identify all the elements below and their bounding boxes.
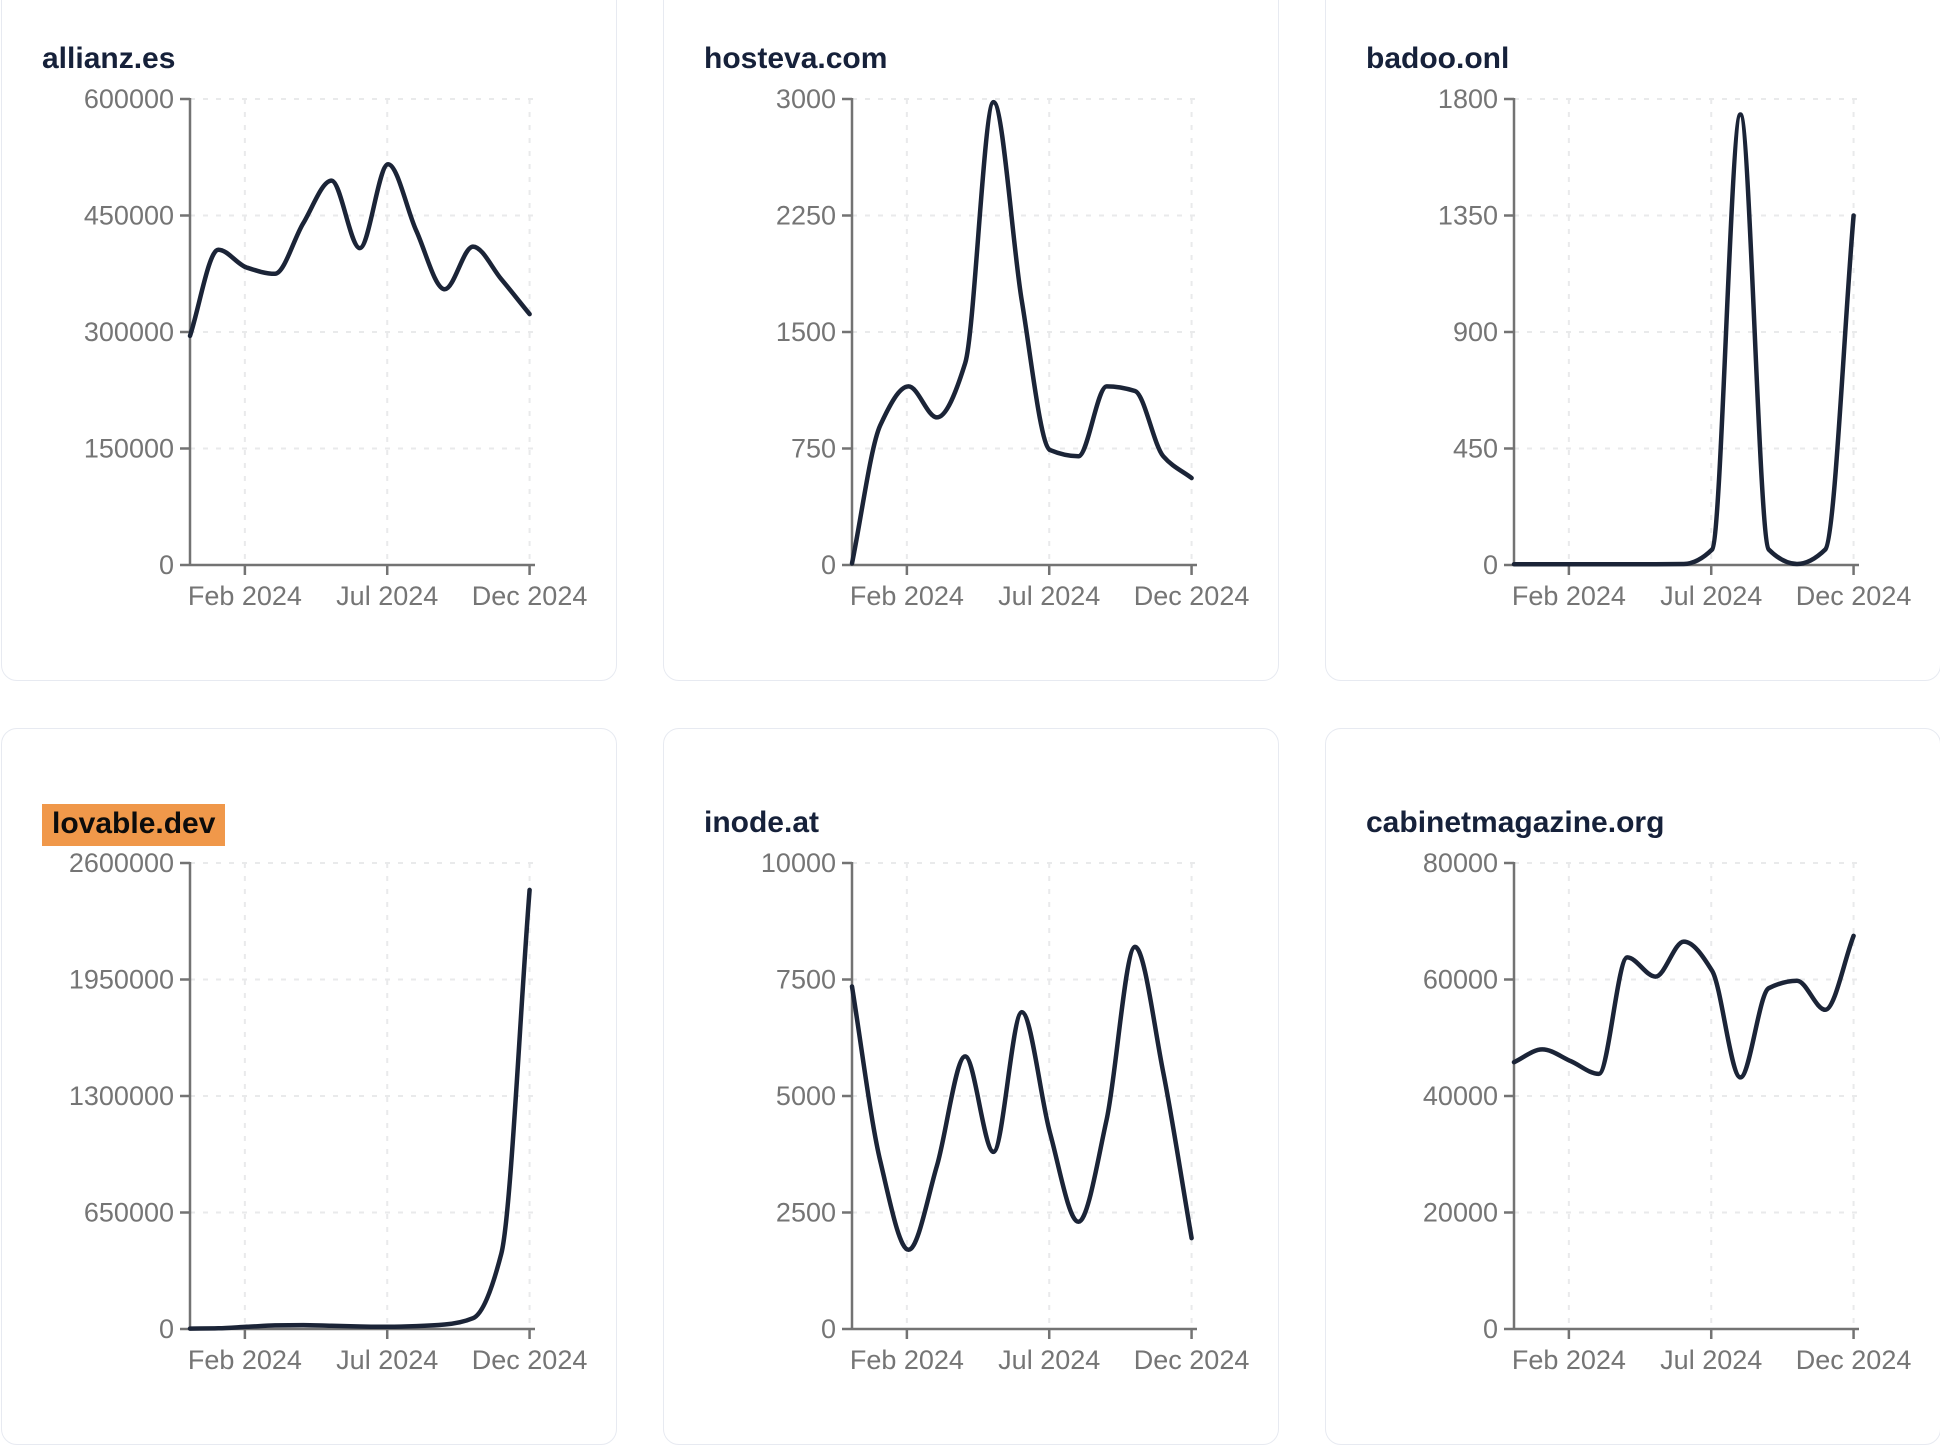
chart-card-lovable-dev[interactable]: lovable.dev 0 650000 1300000 1950000 2600000… <box>1 728 617 1445</box>
traffic-line-chart: 0 2500 5000 7500 10000 Feb 2024 Jul 2024 Dec 20… <box>761 848 1250 1375</box>
svg-text:Feb 2024: Feb 2024 <box>1512 1345 1626 1375</box>
svg-text:1300000: 1300000 <box>69 1081 174 1111</box>
svg-text:0: 0 <box>159 1314 174 1344</box>
svg-text:Jul 2024: Jul 2024 <box>1660 1345 1762 1375</box>
chart-title: inode.at <box>704 804 819 842</box>
svg-text:Jul 2024: Jul 2024 <box>1660 581 1762 611</box>
chart-card-allianz-es[interactable]: allianz.es 0 150000 300000 450000 600000 Feb … <box>1 0 617 681</box>
chart-title: cabinetmagazine.org <box>1366 804 1664 842</box>
svg-text:0: 0 <box>821 1314 836 1344</box>
svg-text:7500: 7500 <box>776 965 836 995</box>
traffic-line-chart: 0 750 1500 2250 3000 Feb 2024 Jul 2024 Dec 2024 <box>776 84 1250 611</box>
svg-text:1950000: 1950000 <box>69 965 174 995</box>
svg-text:300000: 300000 <box>84 317 174 347</box>
svg-text:450000: 450000 <box>84 201 174 231</box>
chart-card-inode-at[interactable]: inode.at 0 2500 5000 7500 10000 Feb 2024 Jul 2… <box>663 728 1279 1445</box>
svg-text:Feb 2024: Feb 2024 <box>188 1345 302 1375</box>
svg-text:Jul 2024: Jul 2024 <box>336 581 438 611</box>
svg-text:Dec 2024: Dec 2024 <box>1796 581 1912 611</box>
svg-text:750: 750 <box>791 434 836 464</box>
domain-name-label: cabinetmagazine.org <box>1366 805 1665 839</box>
svg-text:0: 0 <box>821 550 836 580</box>
traffic-line-chart: 0 150000 300000 450000 600000 Feb 2024 Jul 202… <box>84 84 588 611</box>
svg-text:900: 900 <box>1453 317 1498 347</box>
svg-text:0: 0 <box>1483 550 1498 580</box>
svg-text:Feb 2024: Feb 2024 <box>1512 581 1626 611</box>
svg-text:40000: 40000 <box>1423 1081 1498 1111</box>
svg-text:10000: 10000 <box>761 848 836 878</box>
svg-text:80000: 80000 <box>1423 848 1498 878</box>
chart-title: hosteva.com <box>704 40 887 78</box>
traffic-line-chart: 0 20000 40000 60000 80000 Feb 2024 Jul 2024 Dec… <box>1423 848 1912 1375</box>
domain-name-label: hosteva.com <box>704 41 888 75</box>
svg-text:Feb 2024: Feb 2024 <box>850 1345 964 1375</box>
svg-text:60000: 60000 <box>1423 965 1498 995</box>
svg-text:Dec 2024: Dec 2024 <box>1134 581 1250 611</box>
domain-name-label: allianz.es <box>42 41 176 75</box>
domain-name-label-highlighted: lovable.dev <box>42 803 226 846</box>
svg-text:Jul 2024: Jul 2024 <box>998 1345 1100 1375</box>
svg-text:20000: 20000 <box>1423 1198 1498 1228</box>
chart-title: lovable.dev <box>42 803 226 846</box>
svg-text:150000: 150000 <box>84 434 174 464</box>
chart-card-badoo-onl[interactable]: badoo.onl 0 450 900 1350 1800 Feb 2024 Jul 202… <box>1325 0 1940 681</box>
svg-text:2250: 2250 <box>776 201 836 231</box>
svg-text:450: 450 <box>1453 434 1498 464</box>
svg-text:Dec 2024: Dec 2024 <box>472 581 588 611</box>
svg-text:Dec 2024: Dec 2024 <box>1134 1345 1250 1375</box>
svg-text:3000: 3000 <box>776 84 836 114</box>
svg-text:2600000: 2600000 <box>69 848 174 878</box>
chart-card-hosteva-com[interactable]: hosteva.com 0 750 1500 2250 3000 Feb 2024 Jul … <box>663 0 1279 681</box>
traffic-line-chart: 0 650000 1300000 1950000 2600000 Feb 2024 Jul … <box>69 848 588 1375</box>
domain-name-label: badoo.onl <box>1366 41 1510 75</box>
svg-text:2500: 2500 <box>776 1198 836 1228</box>
svg-text:1500: 1500 <box>776 317 836 347</box>
svg-text:Feb 2024: Feb 2024 <box>850 581 964 611</box>
svg-text:0: 0 <box>1483 1314 1498 1344</box>
chart-title: allianz.es <box>42 40 175 78</box>
svg-text:Dec 2024: Dec 2024 <box>1796 1345 1912 1375</box>
svg-text:0: 0 <box>159 550 174 580</box>
svg-text:1800: 1800 <box>1438 84 1498 114</box>
traffic-line-chart: 0 450 900 1350 1800 Feb 2024 Jul 2024 Dec 2024 <box>1438 84 1912 611</box>
svg-text:1350: 1350 <box>1438 201 1498 231</box>
svg-text:Feb 2024: Feb 2024 <box>188 581 302 611</box>
svg-text:600000: 600000 <box>84 84 174 114</box>
chart-title: badoo.onl <box>1366 40 1509 78</box>
chart-card-cabinetmagazine-org[interactable]: cabinetmagazine.org 0 20000 40000 60000 8000… <box>1325 728 1940 1445</box>
svg-text:Jul 2024: Jul 2024 <box>998 581 1100 611</box>
svg-text:Jul 2024: Jul 2024 <box>336 1345 438 1375</box>
svg-text:5000: 5000 <box>776 1081 836 1111</box>
svg-text:Dec 2024: Dec 2024 <box>472 1345 588 1375</box>
domain-name-label: inode.at <box>704 805 820 839</box>
svg-text:650000: 650000 <box>84 1198 174 1228</box>
